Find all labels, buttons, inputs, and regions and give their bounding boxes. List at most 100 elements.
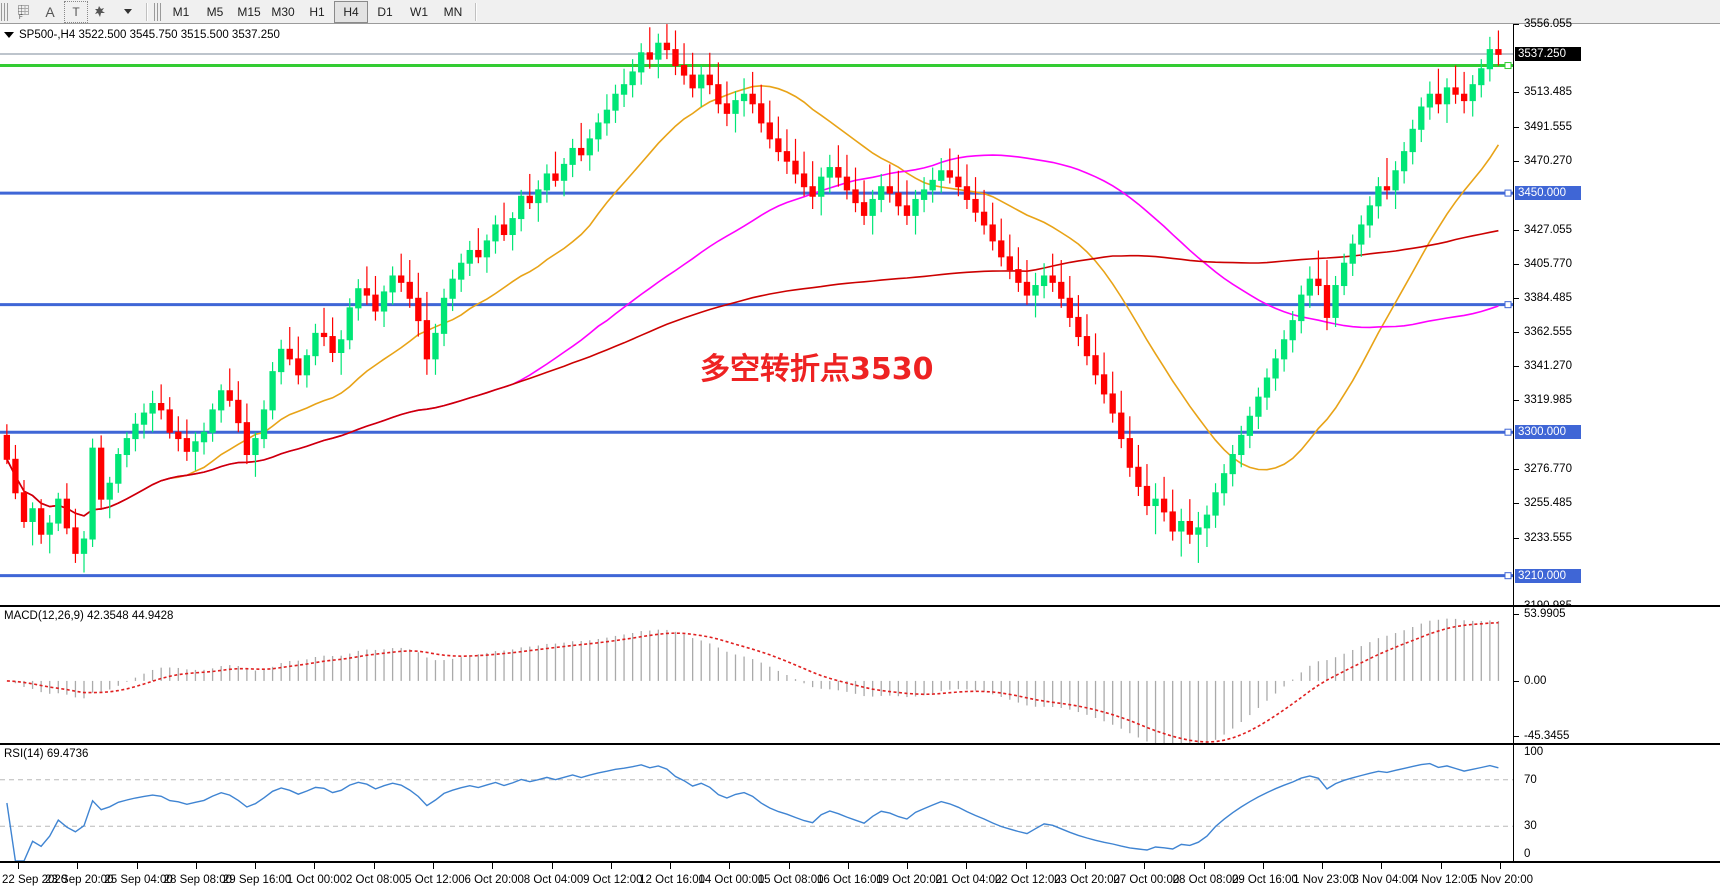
candle-body — [1238, 434, 1245, 456]
timeframe-m15[interactable]: M15 — [237, 4, 261, 19]
candle-body — [1246, 415, 1253, 436]
time-tick-mark — [492, 863, 494, 869]
candle-body — [1092, 355, 1099, 376]
candle-body — [1409, 128, 1416, 153]
candle-body — [1263, 377, 1271, 398]
time-label: 28 Oct 08:00 — [1172, 874, 1239, 886]
price-axis[interactable]: 3556.055 3537.250 3513.485 3491.555 3470.270… — [1513, 18, 1720, 612]
candle-body — [295, 358, 302, 376]
axis-tick-3233.555: 3233.555 — [1514, 532, 1572, 544]
timeframe-h1[interactable]: H1 — [309, 4, 325, 19]
time-label: 3 Nov 04:00 — [1352, 874, 1415, 886]
candle-body — [140, 412, 148, 425]
candle-body — [1495, 49, 1502, 55]
candle-body — [663, 42, 671, 51]
candle-body — [775, 138, 782, 153]
candle-body — [1280, 339, 1288, 360]
candle-body — [1443, 87, 1451, 105]
candle-body — [243, 422, 251, 456]
time-tick-mark — [1440, 863, 1442, 869]
chart-annotation: 多空转折点3530 — [700, 352, 934, 387]
candle-body — [149, 403, 156, 414]
candle-body — [338, 339, 345, 353]
objects-dropdown-arrow-icon[interactable] — [116, 1, 140, 23]
hline-handle — [1504, 301, 1512, 309]
candle-body — [1143, 485, 1151, 507]
candle-body — [372, 294, 379, 312]
time-label: 8 Oct 04:00 — [523, 874, 584, 886]
candle-body — [1058, 281, 1065, 299]
candle-body — [1118, 412, 1125, 440]
time-tick-mark — [18, 863, 19, 869]
candle-body — [920, 189, 928, 200]
axis-tick-3513.485: 3513.485 — [1514, 86, 1572, 98]
candle-body — [1152, 498, 1159, 507]
price-plot-area[interactable]: 多空转折点3530 — [0, 24, 1513, 605]
time-tick-mark — [907, 863, 909, 869]
macd-svg — [6, 618, 1500, 743]
candle-body — [843, 176, 851, 191]
candle-body — [218, 390, 225, 411]
axis-price-label-3450.000: 3450.000 — [1515, 186, 1581, 201]
text-tool-icon[interactable]: A — [45, 3, 55, 20]
macd-label: MACD(12,26,9) 42.3548 44.9428 — [4, 610, 174, 622]
candle-body — [363, 288, 371, 296]
candle-body — [1203, 514, 1211, 529]
candle-body — [1066, 297, 1073, 318]
rsi-plot-area[interactable] — [0, 745, 1513, 861]
rsi-axis-tick-100: 100 — [1524, 746, 1544, 758]
symbol-header: SP500-,H4 3522.500 3545.750 3515.500 353… — [0, 28, 280, 42]
candle-body — [158, 403, 165, 411]
timeframe-m30[interactable]: M30 — [271, 4, 295, 19]
candle-body — [37, 508, 45, 535]
objects-icon[interactable] — [90, 1, 114, 23]
candle-body — [860, 202, 868, 216]
candle-body — [1400, 151, 1408, 172]
candle-body — [638, 52, 645, 73]
time-axis[interactable]: 22 Sep 2020 23 Sep 20:00 25 Sep 04:00 28 Se… — [0, 862, 1720, 892]
timeframe-m1[interactable]: M1 — [172, 4, 190, 19]
candle-body — [955, 176, 962, 188]
axis-tick-3405.770: 3405.770 — [1514, 258, 1572, 270]
candle-body — [63, 498, 71, 529]
timeframe-d1[interactable]: D1 — [377, 4, 393, 19]
candle-body — [1220, 473, 1228, 494]
candle-body — [783, 151, 791, 162]
candle-body — [1212, 492, 1219, 516]
timeframe-mn[interactable]: MN — [443, 4, 463, 19]
candle-body — [1452, 87, 1459, 95]
time-label: 1 Nov 23:00 — [1293, 874, 1356, 886]
time-tick-mark — [1085, 863, 1087, 869]
crosshair-icon[interactable]: F — [12, 1, 36, 23]
candle-body — [423, 320, 431, 360]
candle-body — [578, 147, 585, 156]
axis-tick-3255.485: 3255.485 — [1514, 497, 1572, 509]
time-tick-mark — [788, 863, 790, 869]
timeframe-m5[interactable]: M5 — [206, 4, 224, 19]
candle-body — [415, 297, 422, 322]
candle-body — [1126, 438, 1133, 468]
candle-body — [1340, 262, 1348, 287]
candle-body — [946, 170, 953, 178]
price-panel: 多空转折点3530 3556.055 3537.250 3513.485 3491.5… — [0, 18, 1720, 612]
rsi-axis-tick-0: 0 — [1524, 848, 1531, 860]
macd-panel: 53.9905 0.00 -45.3455 MACD(12,26,9) 42.354… — [0, 606, 1720, 744]
candle-body — [12, 458, 19, 494]
time-label: 21 Oct 04:00 — [935, 874, 1002, 886]
toolbar-grip-2[interactable] — [154, 2, 161, 21]
candle-body — [758, 103, 765, 124]
candle-body — [252, 438, 259, 456]
macd-plot-area[interactable] — [0, 607, 1513, 743]
axis-tick-3319.985: 3319.985 — [1514, 394, 1572, 406]
collapse-triangle-icon[interactable] — [4, 32, 14, 38]
macd-axis-tick--45.3455: -45.3455 — [1514, 730, 1569, 742]
label-tool-icon[interactable]: T — [64, 0, 88, 23]
time-tick-mark — [432, 863, 434, 869]
timeframe-w1[interactable]: W1 — [410, 4, 428, 19]
hline-handle — [1504, 428, 1512, 436]
toolbar-grip-1[interactable] — [1, 2, 8, 21]
timeframe-h4[interactable]: H4 — [334, 0, 368, 23]
candle-body — [475, 249, 482, 258]
candle-body — [192, 441, 199, 452]
